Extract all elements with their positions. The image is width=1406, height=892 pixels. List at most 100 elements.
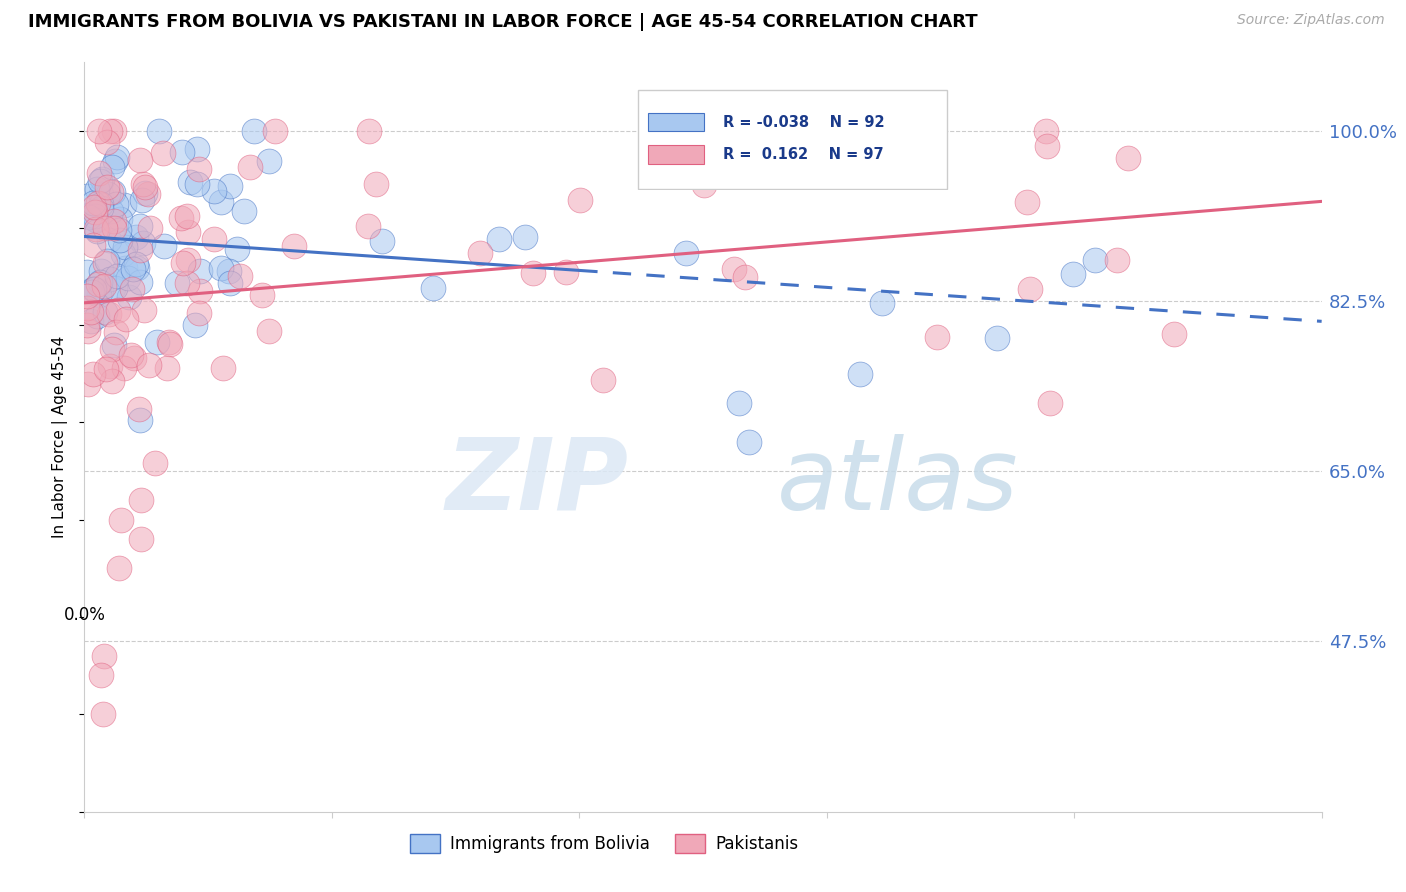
Point xyxy=(100,374,122,388)
Point xyxy=(112,247,135,261)
Point xyxy=(748,126,770,140)
Point xyxy=(76,218,98,232)
Point xyxy=(97,187,120,202)
Point xyxy=(82,237,104,252)
Point xyxy=(107,302,129,317)
Point xyxy=(156,361,179,376)
Point xyxy=(98,271,121,285)
Point xyxy=(283,238,305,252)
Point xyxy=(79,305,101,319)
Point xyxy=(84,222,107,236)
Point xyxy=(104,281,127,295)
Point xyxy=(209,194,232,209)
Point xyxy=(129,413,152,427)
Point xyxy=(94,361,117,376)
Point xyxy=(76,289,98,303)
Point xyxy=(91,707,114,722)
Point xyxy=(89,284,111,298)
Point xyxy=(1107,253,1129,268)
Point xyxy=(83,200,105,214)
Point xyxy=(100,204,122,219)
Point xyxy=(359,123,381,137)
Point xyxy=(166,276,188,290)
Point xyxy=(139,221,162,235)
Point xyxy=(128,153,150,167)
Point xyxy=(243,123,266,137)
Point xyxy=(82,282,104,296)
Point xyxy=(264,123,287,137)
Point xyxy=(117,271,139,285)
Point xyxy=(105,325,128,339)
Point xyxy=(83,204,105,219)
Point xyxy=(90,197,112,211)
Point xyxy=(218,179,240,194)
Point xyxy=(136,187,159,202)
Point xyxy=(188,263,211,277)
Point xyxy=(693,178,716,192)
Point xyxy=(93,279,115,293)
Point xyxy=(114,312,136,326)
Point xyxy=(1019,282,1042,296)
Point xyxy=(134,302,156,317)
Point xyxy=(257,324,280,338)
Point xyxy=(1039,396,1062,410)
Point xyxy=(112,197,135,211)
Point xyxy=(186,177,208,191)
Point xyxy=(98,307,121,321)
Point xyxy=(100,123,122,137)
Point xyxy=(129,243,152,257)
Point xyxy=(114,260,136,275)
Y-axis label: In Labor Force | Age 45-54: In Labor Force | Age 45-54 xyxy=(52,336,69,538)
Point xyxy=(723,262,745,277)
Point xyxy=(131,194,153,208)
Point xyxy=(90,668,112,682)
Point xyxy=(789,161,811,176)
Point xyxy=(94,256,117,270)
Point xyxy=(179,176,201,190)
Point xyxy=(89,276,111,290)
Point xyxy=(96,254,118,268)
Point xyxy=(107,222,129,236)
Point xyxy=(101,185,124,199)
Point xyxy=(112,360,135,375)
Point xyxy=(89,123,111,137)
Point xyxy=(76,318,98,332)
Point xyxy=(675,246,697,260)
Point xyxy=(82,367,104,381)
Point xyxy=(83,282,105,296)
Point xyxy=(80,314,103,328)
Point xyxy=(90,264,112,278)
Point xyxy=(125,261,148,276)
Text: ZIP: ZIP xyxy=(446,434,628,531)
Point xyxy=(125,257,148,271)
Point xyxy=(176,209,198,223)
Point xyxy=(887,123,910,137)
Point xyxy=(188,285,211,299)
Point xyxy=(101,160,124,174)
Point xyxy=(1062,267,1084,281)
Point xyxy=(108,212,131,227)
Point xyxy=(513,229,536,244)
Point xyxy=(129,275,152,289)
Point xyxy=(76,324,98,338)
Point xyxy=(90,201,112,215)
Point xyxy=(105,269,128,284)
Point xyxy=(104,197,127,211)
Point xyxy=(568,193,591,207)
Point xyxy=(738,434,761,449)
Point xyxy=(114,240,136,254)
Point xyxy=(103,123,125,137)
Point xyxy=(105,150,128,164)
Point xyxy=(96,135,118,149)
Point xyxy=(131,533,153,547)
Point xyxy=(849,367,872,381)
Point xyxy=(146,334,169,349)
Point xyxy=(87,196,110,211)
Point xyxy=(103,221,125,235)
Point xyxy=(120,348,142,362)
Point xyxy=(357,219,380,233)
Point xyxy=(138,359,160,373)
Point xyxy=(103,338,125,352)
Point xyxy=(592,373,614,387)
Point xyxy=(143,456,166,470)
